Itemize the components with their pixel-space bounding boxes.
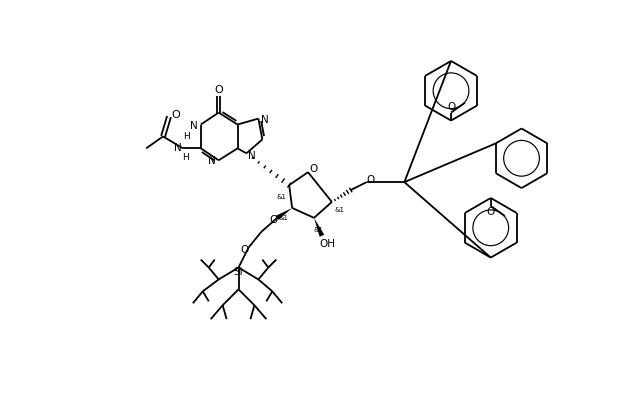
Text: N: N xyxy=(190,121,198,131)
Text: &1: &1 xyxy=(277,194,287,200)
Text: O: O xyxy=(172,110,181,119)
Polygon shape xyxy=(314,218,324,237)
Text: O: O xyxy=(487,207,495,217)
Polygon shape xyxy=(276,208,292,220)
Text: O: O xyxy=(309,164,317,174)
Text: O: O xyxy=(214,85,223,95)
Text: N: N xyxy=(174,143,182,153)
Text: O: O xyxy=(447,102,455,112)
Text: N: N xyxy=(248,151,255,161)
Text: &1: &1 xyxy=(278,215,288,221)
Text: &1: &1 xyxy=(314,227,324,233)
Text: &1: &1 xyxy=(335,207,345,213)
Text: Si: Si xyxy=(234,268,243,278)
Text: OH: OH xyxy=(319,239,335,249)
Text: O: O xyxy=(269,215,277,225)
Text: O: O xyxy=(240,245,249,254)
Text: H: H xyxy=(184,132,190,141)
Text: N: N xyxy=(208,156,216,166)
Text: N: N xyxy=(261,115,269,125)
Text: O: O xyxy=(366,175,375,185)
Text: H: H xyxy=(182,153,189,162)
